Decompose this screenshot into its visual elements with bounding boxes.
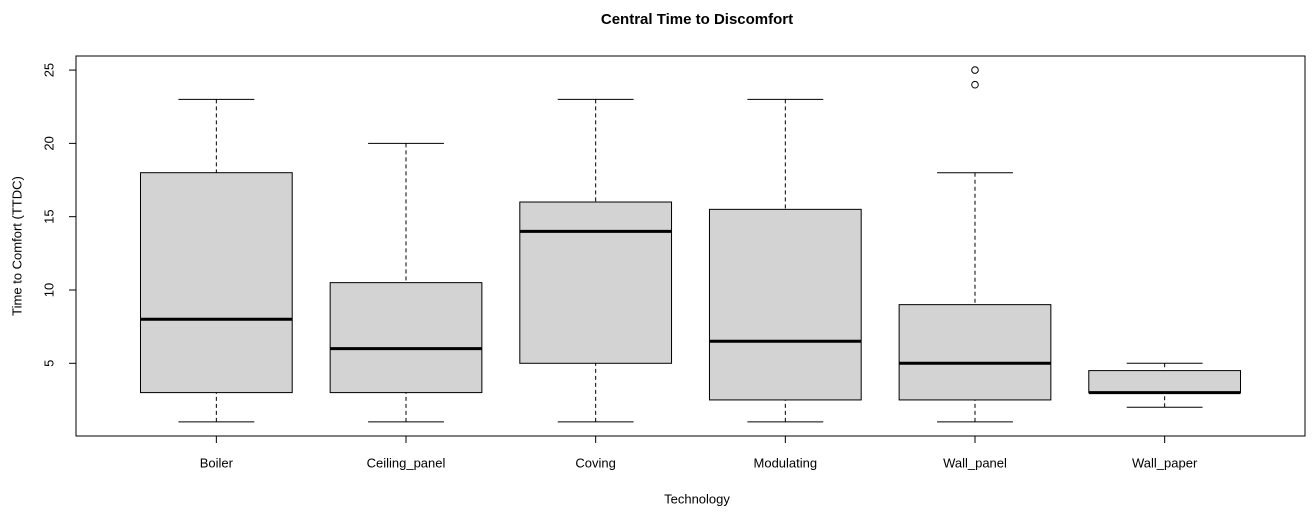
- box: [708, 208, 862, 401]
- box: [519, 201, 673, 364]
- x-tick-label: Coving: [575, 455, 615, 470]
- y-tick-label: 5: [41, 360, 56, 367]
- y-tick-label: 10: [41, 283, 56, 297]
- outlier: [971, 80, 979, 89]
- x-tick-label: Wall_panel: [943, 455, 1007, 470]
- box: [139, 172, 293, 394]
- plot-frame: [75, 55, 1306, 437]
- y-tick-label: 25: [41, 63, 56, 77]
- y-axis-label: Time to Comfort (TTDC): [9, 176, 24, 316]
- x-tick-label: Boiler: [200, 455, 234, 470]
- x-tick-label: Ceiling_panel: [367, 455, 446, 470]
- outlier: [971, 66, 979, 74]
- chart-title: Central Time to Discomfort: [601, 11, 793, 28]
- box: [329, 282, 483, 394]
- x-axis-label: Technology: [664, 491, 730, 506]
- x-tick-label: Modulating: [754, 455, 818, 470]
- box: [1088, 370, 1242, 394]
- box: [898, 304, 1052, 401]
- y-tick-label: 15: [41, 209, 56, 223]
- x-tick-label: Wall_paper: [1132, 455, 1198, 470]
- y-tick-label: 20: [41, 136, 56, 150]
